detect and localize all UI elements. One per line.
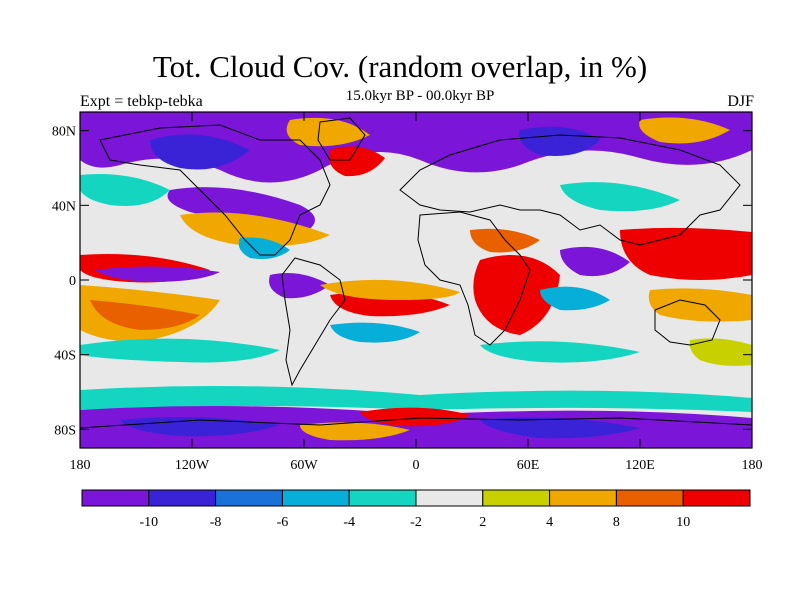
colorbar-swatch: [348, 489, 417, 507]
cloud-anomaly-field: [80, 112, 752, 448]
colorbar-label: -8: [210, 515, 222, 530]
lon-tick-label: 60W: [290, 458, 318, 473]
colorbar-swatch: [281, 489, 350, 507]
colorbar-label: -6: [277, 515, 289, 530]
colorbar-label: 2: [479, 515, 486, 530]
lon-tick-label: 180: [742, 458, 763, 473]
south-midlat-blue: [330, 322, 420, 343]
arctic-negative-band: [80, 112, 752, 183]
indian-ocean-cyan: [540, 286, 610, 311]
colorbar-label: 4: [546, 515, 553, 530]
colorbar-swatch: [148, 489, 217, 507]
tropical-pacific-purple: [95, 266, 220, 282]
longitude-axis: 180 120W 60W 0 60E 120E 180: [70, 112, 763, 473]
colorbar-swatch: [415, 489, 484, 507]
indian-ocean-purple: [560, 246, 630, 277]
north-pacific-cyan: [80, 174, 680, 212]
lat-tick-label: 80N: [52, 125, 76, 140]
indian-ocean-red: [620, 227, 752, 280]
south-midlat-yellow: [689, 338, 752, 366]
latitude-axis: 80N 40N 0 40S 80S: [52, 125, 752, 438]
colorbar-swatch: [549, 489, 617, 507]
lon-tick-label: 120E: [625, 458, 655, 473]
lat-tick-label: 0: [69, 274, 76, 289]
atlantic-orange-band: [320, 279, 460, 300]
antarctic-purple: [80, 406, 752, 448]
coastline-greenland: [317, 117, 366, 161]
antarctic-orange: [300, 422, 410, 441]
colorbar-label: -2: [410, 515, 422, 530]
north-pacific-orange: [180, 212, 330, 247]
colorbar-label: 10: [676, 515, 690, 530]
colorbar-swatch: [215, 489, 283, 507]
north-atlantic-red: [329, 146, 385, 177]
lat-tick-label: 40S: [54, 349, 76, 364]
coastline-eurasia: [399, 134, 741, 246]
experiment-label: Expt = tebkp-tebka: [80, 93, 203, 110]
lon-tick-label: 60E: [517, 458, 540, 473]
colorbar-label: 8: [613, 515, 620, 530]
coastline-australia: [654, 299, 721, 346]
west-pacific-orange: [648, 288, 752, 322]
southern-ocean-cyan: [80, 386, 752, 412]
colorbar-label: -10: [139, 515, 158, 530]
south-pacific-red-streak: [90, 300, 200, 330]
antarctic-red: [360, 407, 470, 427]
coastline-south-america: [281, 257, 346, 387]
colorbar-swatch: [482, 489, 551, 507]
colorbar-swatch: [615, 489, 684, 507]
lat-tick-label: 40N: [52, 199, 76, 214]
colorbar-swatch: [682, 489, 751, 507]
colorbar-swatch: [81, 489, 150, 507]
season-label: DJF: [727, 93, 754, 110]
south-midlat-cyan: [80, 338, 640, 363]
arctic-blue-patches: [150, 126, 600, 170]
south-america-cyan: [238, 237, 290, 259]
map-title: Tot. Cloud Cov. (random overlap, in %): [152, 49, 648, 84]
lon-tick-label: 120W: [175, 458, 210, 473]
lat-tick-label: 80S: [54, 423, 76, 438]
map-plot-area: [79, 111, 753, 449]
coastline-north-america: [99, 124, 331, 256]
coastlines: [80, 117, 752, 429]
map-subtitle: 15.0kyr BP - 00.0kyr BP: [345, 88, 495, 104]
coastline-africa: [417, 211, 531, 346]
lon-tick-label: 0: [413, 458, 420, 473]
colorbar-label: -4: [343, 515, 355, 530]
lon-tick-label: 180: [70, 458, 91, 473]
africa-red: [473, 255, 560, 335]
colorbar: -10 -8 -6 -4 -2 2 4 8 10: [81, 489, 751, 530]
coastline-antarctica: [80, 417, 752, 429]
